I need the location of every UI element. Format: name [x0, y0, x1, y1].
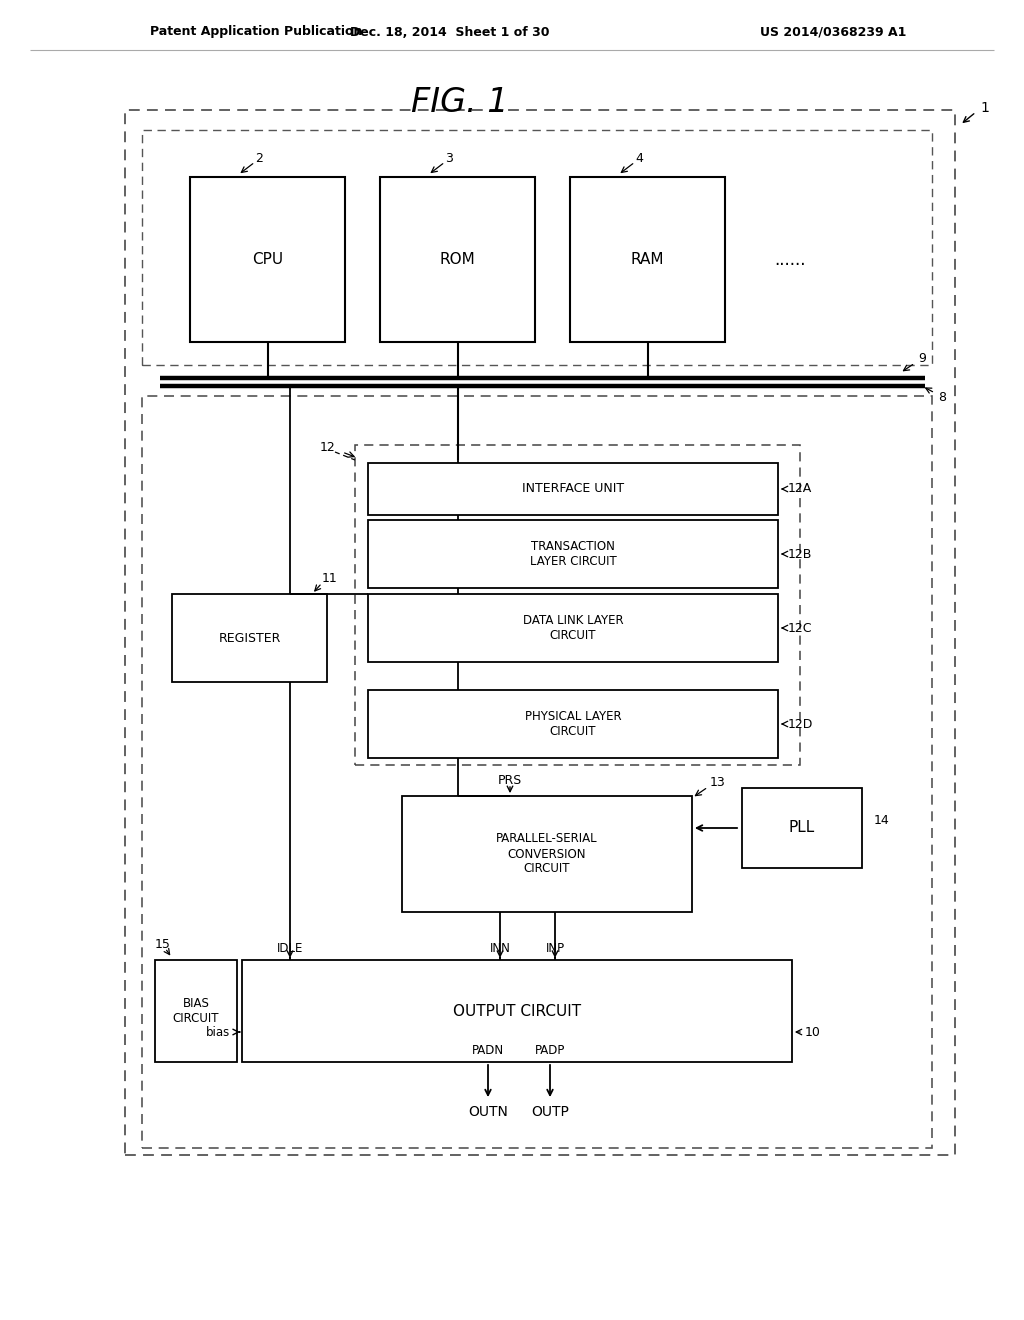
Text: PHYSICAL LAYER
CIRCUIT: PHYSICAL LAYER CIRCUIT: [524, 710, 622, 738]
Bar: [172, 594, 327, 682]
Text: PRS: PRS: [498, 774, 522, 787]
Text: FIG. 1: FIG. 1: [412, 86, 509, 119]
Bar: [402, 796, 692, 912]
Bar: [570, 177, 725, 342]
Text: 12D: 12D: [788, 718, 813, 730]
Text: 12C: 12C: [788, 622, 812, 635]
Bar: [380, 177, 535, 342]
Text: TRANSACTION
LAYER CIRCUIT: TRANSACTION LAYER CIRCUIT: [529, 540, 616, 568]
Bar: [125, 110, 955, 1155]
Bar: [368, 690, 778, 758]
Text: 13: 13: [710, 776, 726, 788]
Bar: [355, 445, 800, 766]
Bar: [142, 396, 932, 1148]
Text: PARALLEL-SERIAL
CONVERSION
CIRCUIT: PARALLEL-SERIAL CONVERSION CIRCUIT: [497, 833, 598, 875]
Text: 1: 1: [980, 102, 989, 115]
Text: 12A: 12A: [788, 483, 812, 495]
Text: INP: INP: [546, 941, 564, 954]
Text: RAM: RAM: [631, 252, 665, 267]
Text: PLL: PLL: [788, 821, 815, 836]
Text: bias: bias: [206, 1026, 230, 1039]
Text: OUTN: OUTN: [468, 1105, 508, 1119]
Text: ......: ......: [774, 251, 806, 269]
Text: CPU: CPU: [252, 252, 283, 267]
Text: PADN: PADN: [472, 1044, 504, 1056]
Text: INN: INN: [489, 941, 510, 954]
Text: DATA LINK LAYER
CIRCUIT: DATA LINK LAYER CIRCUIT: [522, 614, 624, 642]
Bar: [368, 463, 778, 515]
Text: REGISTER: REGISTER: [218, 631, 281, 644]
Text: Patent Application Publication: Patent Application Publication: [150, 25, 362, 38]
Text: 10: 10: [805, 1026, 821, 1039]
Bar: [368, 594, 778, 663]
Text: 15: 15: [155, 937, 171, 950]
Text: 2: 2: [255, 152, 263, 165]
Bar: [142, 129, 932, 366]
Text: INTERFACE UNIT: INTERFACE UNIT: [522, 483, 624, 495]
Text: 8: 8: [938, 392, 946, 404]
Text: 12: 12: [319, 441, 335, 454]
Text: US 2014/0368239 A1: US 2014/0368239 A1: [760, 25, 906, 38]
Text: OUTP: OUTP: [531, 1105, 569, 1119]
Bar: [742, 788, 862, 869]
Text: 11: 11: [322, 572, 338, 585]
Text: 3: 3: [445, 152, 453, 165]
Bar: [190, 177, 345, 342]
Text: PADP: PADP: [535, 1044, 565, 1056]
Bar: [242, 960, 792, 1063]
Text: 4: 4: [635, 152, 643, 165]
Bar: [368, 520, 778, 587]
Text: ROM: ROM: [439, 252, 475, 267]
Text: 12B: 12B: [788, 548, 812, 561]
Text: Dec. 18, 2014  Sheet 1 of 30: Dec. 18, 2014 Sheet 1 of 30: [350, 25, 550, 38]
Text: IDLE: IDLE: [276, 941, 303, 954]
Bar: [155, 960, 237, 1063]
Text: BIAS
CIRCUIT: BIAS CIRCUIT: [173, 997, 219, 1026]
Text: OUTPUT CIRCUIT: OUTPUT CIRCUIT: [453, 1003, 581, 1019]
Text: 9: 9: [918, 351, 926, 364]
Text: 14: 14: [874, 813, 890, 826]
